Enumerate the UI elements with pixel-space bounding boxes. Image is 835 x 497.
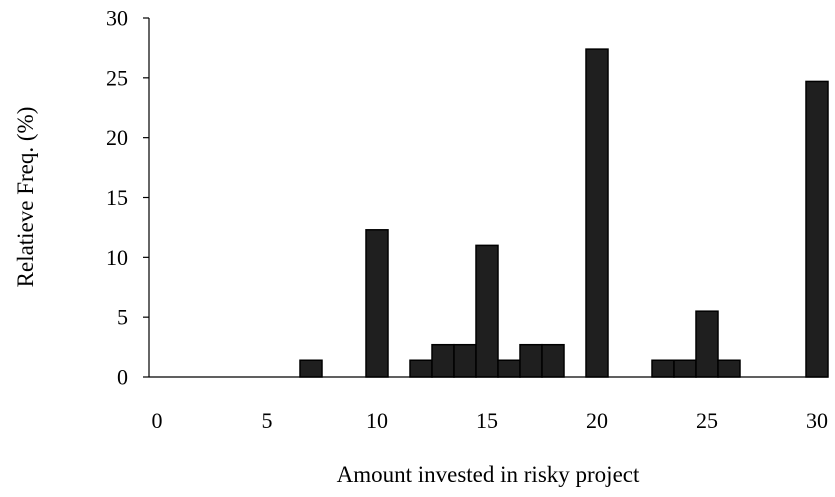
bar-x-12 [409, 359, 433, 378]
bar-x-10 [365, 229, 389, 378]
y-tick-label: 10 [106, 245, 128, 270]
y-tick-label: 25 [106, 65, 128, 90]
bar-x-30 [805, 80, 829, 378]
y-axis-title: Relatieve Freq. (%) [13, 107, 38, 288]
y-ticks-group: 0 5 10 15 20 25 30 [106, 6, 149, 390]
bar-x-23 [651, 359, 675, 378]
x-tick-label: 20 [586, 408, 608, 433]
bar-x-18 [541, 343, 565, 378]
x-tick-label: 25 [696, 408, 718, 433]
x-tick-label: 15 [476, 408, 498, 433]
x-axis-title: Amount invested in risky project [337, 462, 640, 487]
bar-x-7 [299, 359, 323, 378]
x-tick-label: 10 [366, 408, 388, 433]
bar-x-17 [519, 343, 543, 378]
x-tick-label: 30 [806, 408, 828, 433]
bar-x-20 [585, 48, 609, 378]
y-tick-label: 5 [117, 305, 128, 330]
bars-group [299, 48, 829, 378]
x-tick-label: 5 [262, 408, 273, 433]
bar-x-16 [497, 359, 521, 378]
bar-x-15 [475, 244, 499, 378]
y-tick-label: 30 [106, 6, 128, 31]
x-tick-label: 0 [152, 408, 163, 433]
bar-x-26 [717, 359, 741, 378]
bar-x-24 [673, 359, 697, 378]
x-ticks-group: 0 5 10 15 20 25 30 [152, 408, 829, 433]
y-tick-label: 20 [106, 125, 128, 150]
y-tick-label: 15 [106, 185, 128, 210]
bar-x-25 [695, 310, 719, 378]
y-tick-label: 0 [117, 365, 128, 390]
bar-x-13 [431, 343, 455, 378]
bar-x-14 [453, 343, 477, 378]
